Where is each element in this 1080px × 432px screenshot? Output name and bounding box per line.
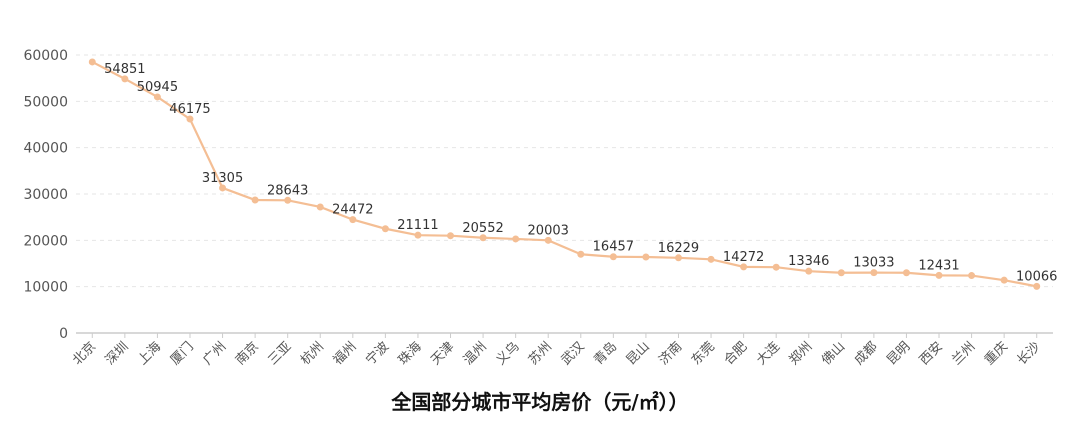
x-tick-label: 三亚: [266, 339, 295, 368]
x-tick-label: 佛山: [819, 339, 848, 368]
x-tick-label: 武汉: [559, 339, 588, 368]
data-label: 14272: [723, 250, 764, 265]
data-point: [121, 75, 129, 83]
x-tick-label: 大连: [753, 339, 783, 369]
data-point: [674, 254, 682, 262]
x-tick-label: 义乌: [493, 339, 523, 369]
data-point: [772, 263, 780, 271]
data-label: 21111: [397, 218, 438, 233]
data-point: [902, 269, 910, 277]
data-label: 46175: [169, 102, 210, 117]
data-point: [153, 93, 161, 101]
data-point: [88, 58, 96, 66]
data-point: [577, 250, 585, 258]
data-point: [870, 269, 878, 277]
data-point: [447, 232, 455, 240]
gridlines: [76, 54, 1053, 288]
y-tick-label: 50000: [23, 94, 68, 110]
data-label: 50945: [137, 80, 178, 95]
x-tick-label: 兰州: [949, 339, 978, 368]
x-tick-label: 天津: [428, 339, 457, 368]
data-point: [381, 225, 389, 233]
x-tick-label: 宁波: [363, 339, 393, 369]
x-tick-label: 东莞: [689, 339, 718, 368]
x-tick-label: 合肥: [721, 339, 750, 368]
data-label: 16229: [658, 241, 699, 256]
y-tick-label: 60000: [23, 48, 68, 64]
series-average-price: [88, 58, 1041, 290]
x-tick-label: 昆山: [624, 339, 653, 368]
data-point: [479, 234, 487, 242]
data-point: [642, 253, 650, 261]
data-label: 28643: [267, 183, 308, 198]
data-labels: 54851 50945 46175 31305 28643 24472 21111 20552…: [104, 62, 1057, 285]
y-tick-label: 20000: [23, 233, 68, 249]
data-label: 54851: [104, 62, 145, 77]
x-tick-label: 深圳: [103, 339, 132, 368]
data-point: [740, 263, 748, 271]
data-point: [219, 184, 227, 192]
x-tick-label: 珠海: [396, 339, 425, 368]
x-tick-label: 广州: [200, 339, 229, 368]
x-tick-label: 杭州: [298, 339, 327, 368]
x-tick-label: 济南: [656, 339, 686, 369]
x-tick-label: 温州: [461, 339, 490, 368]
y-tick-label: 30000: [23, 187, 68, 203]
data-point: [251, 196, 259, 204]
x-tick-label: 昆明: [884, 339, 913, 368]
data-point: [968, 272, 976, 280]
series-line: [91, 60, 1037, 288]
data-label: 16457: [593, 240, 634, 255]
data-point: [349, 216, 357, 224]
x-tick-label: 成都: [852, 339, 881, 368]
data-label: 20003: [528, 223, 569, 238]
x-tick-label: 长沙: [1015, 339, 1044, 368]
data-point: [512, 235, 520, 243]
x-tick-label: 重庆: [981, 339, 1011, 369]
x-tick-label: 上海: [135, 339, 164, 368]
data-point: [935, 271, 943, 279]
y-tick-label: 40000: [23, 141, 68, 157]
data-point: [805, 267, 813, 275]
x-tick-label: 郑州: [787, 339, 816, 368]
x-tick-label: 北京: [70, 339, 99, 368]
data-point: [609, 253, 617, 261]
x-tick-label: 南京: [232, 339, 262, 369]
data-point: [414, 231, 422, 239]
x-tick-label: 厦门: [168, 339, 197, 368]
data-point: [1033, 282, 1041, 290]
x-tick-label: 西安: [917, 339, 946, 368]
x-tick-label: 苏州: [525, 339, 555, 369]
data-point: [1000, 276, 1008, 284]
y-tick-label: 10000: [23, 280, 68, 296]
data-point: [707, 255, 715, 263]
chart-title: 全国部分城市平均房价（元/㎡））: [391, 390, 689, 414]
x-tick-label: 青岛: [590, 339, 620, 369]
data-label: 20552: [462, 221, 503, 236]
data-point: [544, 236, 552, 244]
data-point: [284, 196, 292, 204]
data-label: 12431: [918, 258, 959, 273]
y-axis: 0 10000 20000 30000 40000 50000 60000: [23, 48, 68, 342]
data-label: 13346: [788, 254, 829, 269]
data-label: 31305: [202, 171, 243, 186]
x-tick-label: 福州: [331, 339, 360, 368]
data-point: [837, 269, 845, 277]
y-tick-label: 0: [59, 326, 68, 342]
data-point: [316, 203, 324, 211]
x-axis: 北京 深圳 上海 厦门 广州 南京 三亚 杭州 福州 宁波 珠海 天津 温州 义乌 苏州 武汉 青岛 昆山 济南 东莞…: [70, 332, 1053, 369]
data-label: 13033: [853, 256, 894, 271]
data-label: 24472: [332, 203, 373, 218]
data-label: 10066: [1016, 269, 1057, 284]
data-point: [186, 115, 194, 123]
